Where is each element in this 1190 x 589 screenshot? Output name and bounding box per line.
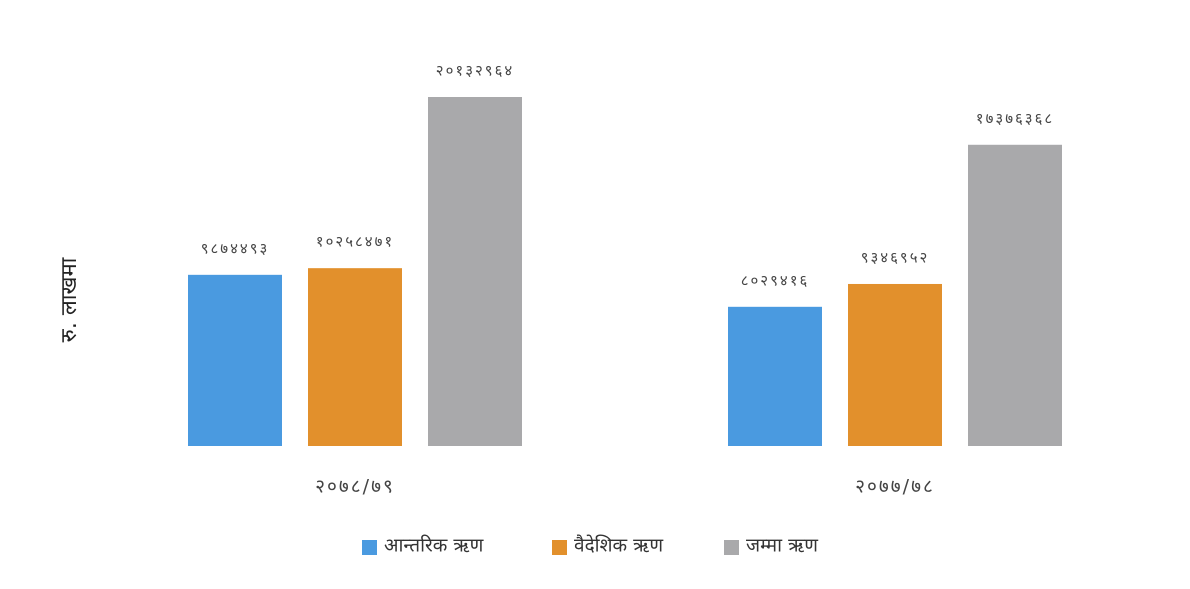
legend-swatch [724, 540, 739, 555]
data-label: ९८७४४९३ [201, 239, 270, 257]
bar [188, 274, 282, 446]
data-label: ८०२९४१६ [741, 271, 810, 289]
data-label: १०२५८४७१ [316, 233, 394, 251]
legend-label: आन्तरिक ऋण [384, 534, 484, 557]
bar [728, 306, 822, 446]
legend-label: वैदेशिक ऋण [574, 534, 663, 557]
data-label: ९३४६९५२ [861, 248, 930, 266]
data-label: १७३७६३६८ [976, 109, 1054, 127]
bar [848, 283, 942, 446]
x-tick-label: २०७८/७९ [315, 476, 395, 498]
legend-swatch [552, 540, 567, 555]
bar [308, 268, 402, 446]
x-tick-label: २०७७/७८ [855, 476, 935, 498]
data-label: २०१३२९६४ [436, 62, 514, 80]
legend-label: जम्मा ऋण [746, 535, 818, 557]
y-axis-label: रु. लाखमा [57, 257, 82, 342]
bar [428, 97, 522, 446]
bar [968, 144, 1062, 446]
legend-swatch [362, 540, 377, 555]
